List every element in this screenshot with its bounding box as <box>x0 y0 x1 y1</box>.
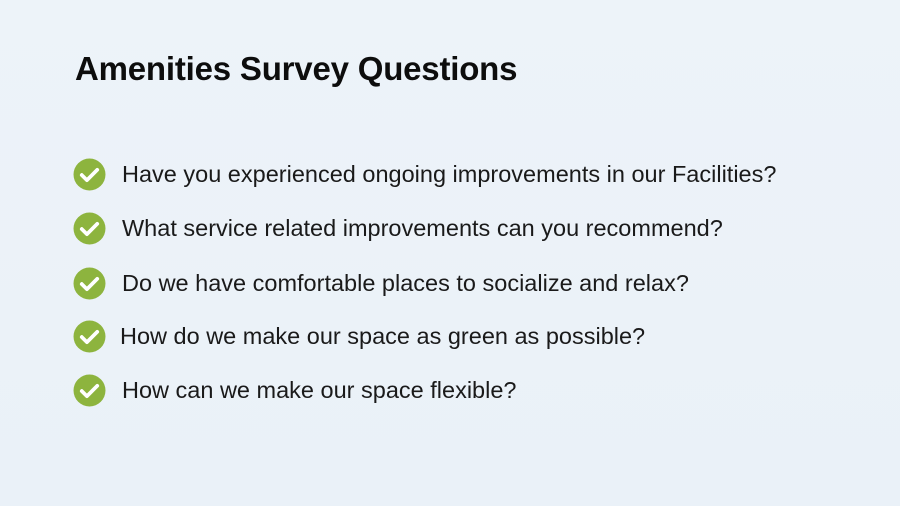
check-circle-icon <box>73 158 106 190</box>
question-text: Have you experienced ongoing improvement… <box>122 160 777 187</box>
question-text: Do we have comfortable places to sociali… <box>122 269 689 296</box>
question-text: How do we make our space as green as pos… <box>120 322 646 349</box>
list-item: How do we make our space as green as pos… <box>73 318 645 354</box>
check-circle-icon <box>73 320 106 352</box>
question-text: What service related improvements can yo… <box>122 214 723 241</box>
check-circle-icon <box>73 374 106 406</box>
question-text: How can we make our space flexible? <box>122 376 517 403</box>
list-item: What service related improvements can yo… <box>73 210 723 246</box>
slide-title: Amenities Survey Questions <box>75 50 518 87</box>
list-item: Have you experienced ongoing improvement… <box>73 156 776 192</box>
list-item: How can we make our space flexible? <box>73 372 516 408</box>
check-circle-icon <box>73 267 106 299</box>
check-circle-icon <box>73 212 106 244</box>
list-item: Do we have comfortable places to sociali… <box>73 265 689 301</box>
